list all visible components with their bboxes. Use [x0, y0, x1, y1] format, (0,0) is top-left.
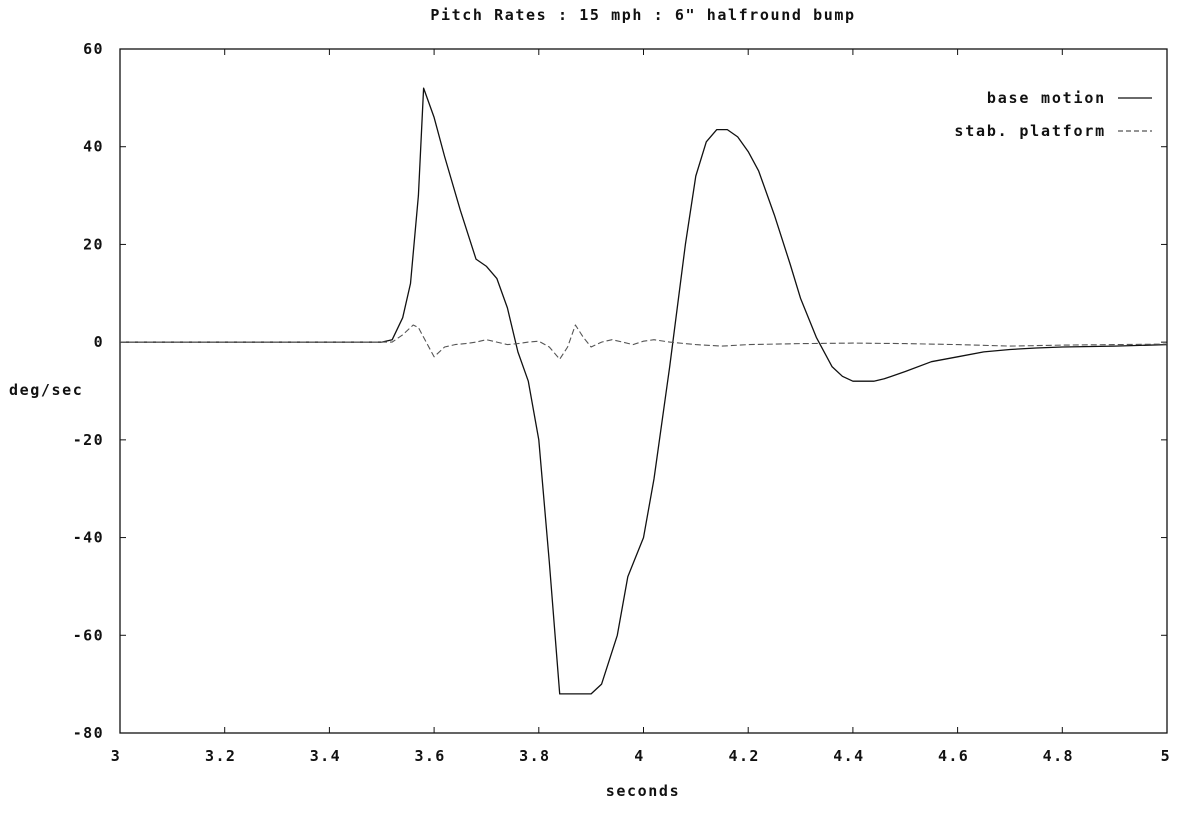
x-tick-label: 3.6 [414, 747, 445, 765]
y-axis-label: deg/sec [9, 381, 83, 399]
y-tick-label: 40 [83, 138, 104, 156]
x-tick-label: 3.4 [310, 747, 341, 765]
series-lines [120, 87, 1168, 695]
x-tick-label: 4.4 [833, 747, 864, 765]
y-tick-label: -40 [73, 529, 104, 547]
x-tick-label: 3.8 [519, 747, 550, 765]
plot-frame [119, 48, 1168, 734]
x-tick-label: 4 [634, 747, 644, 765]
x-tick-label: 4.6 [938, 747, 969, 765]
y-tick-label: 20 [83, 235, 104, 253]
x-tick-label: 4.8 [1043, 747, 1074, 765]
x-tick-label: 3.2 [205, 747, 236, 765]
series-line-base-motion [120, 87, 1168, 695]
series-line-stab-platform [120, 324, 1168, 360]
x-axis-label: seconds [606, 782, 680, 800]
y-tick-label: -80 [73, 724, 104, 742]
legend: base motion stab. platform [954, 89, 1152, 140]
y-tick-label: 60 [83, 40, 104, 58]
y-tick-label: -20 [73, 431, 104, 449]
legend-label: stab. platform [954, 122, 1106, 140]
y-tick-label: 0 [94, 333, 104, 351]
x-tick-label: 4.2 [729, 747, 760, 765]
x-tick-label: 5 [1161, 747, 1171, 765]
y-tick-label: -60 [73, 626, 104, 644]
axis-ticks: 3 3.2 3.4 3.6 3.8 4 4.2 4.4 4.6 4.8 5 60 40 20 0 -20 -40… [73, 40, 1171, 765]
x-tick-label: 3 [111, 747, 121, 765]
legend-label: base motion [987, 89, 1106, 107]
chart-title: Pitch Rates : 15 mph : 6" halfround bump [430, 6, 855, 24]
